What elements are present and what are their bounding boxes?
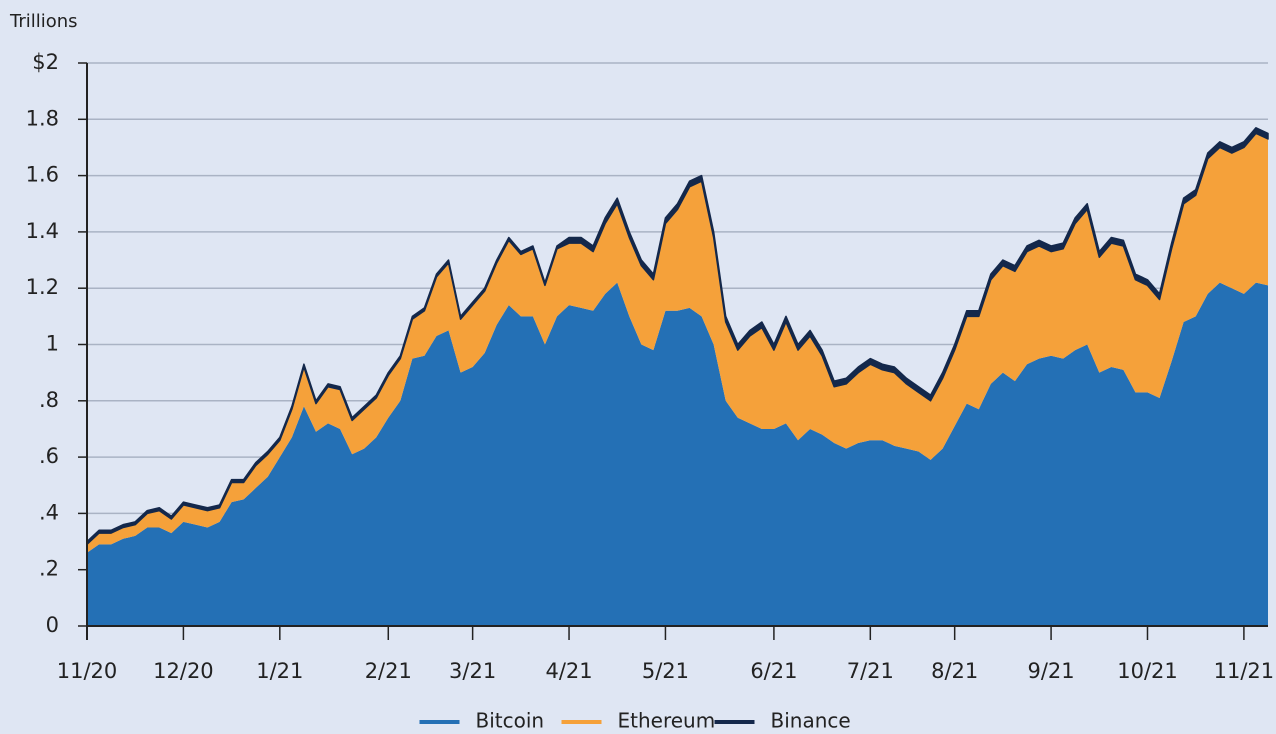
y-tick-label: $2 xyxy=(32,50,59,74)
x-tick-label: 6/21 xyxy=(750,659,797,683)
x-tick-label: 4/21 xyxy=(545,659,592,683)
x-tick-label: 1/21 xyxy=(256,659,303,683)
y-tick-label: 1.8 xyxy=(26,106,59,130)
x-tick-label: 11/21 xyxy=(1214,659,1275,683)
y-tick-label: 0 xyxy=(46,613,59,637)
y-tick-label: .6 xyxy=(39,444,59,468)
x-tick-label: 7/21 xyxy=(847,659,894,683)
x-tick-label: 8/21 xyxy=(931,659,978,683)
legend-label: Binance xyxy=(771,709,851,733)
legend-label: Ethereum xyxy=(618,709,716,733)
y-tick-label: 1.4 xyxy=(26,219,59,243)
x-tick-label: 2/21 xyxy=(365,659,412,683)
x-tick-label: 12/20 xyxy=(153,659,214,683)
x-tick-label: 5/21 xyxy=(642,659,689,683)
area xyxy=(87,133,1268,553)
y-axis-label: Trillions xyxy=(9,11,78,32)
y-tick-label: .4 xyxy=(39,500,59,524)
legend-label: Bitcoin xyxy=(476,709,545,733)
y-tick-label: 1.2 xyxy=(26,275,59,299)
y-tick-label: .8 xyxy=(39,388,59,412)
x-tick-label: 11/20 xyxy=(57,659,118,683)
area xyxy=(87,282,1268,626)
area xyxy=(86,127,1269,546)
x-tick-label: 10/21 xyxy=(1117,659,1178,683)
y-tick-label: 1.6 xyxy=(26,163,59,187)
x-tick-label: 3/21 xyxy=(449,659,496,683)
y-tick-label: 1 xyxy=(46,332,59,356)
x-tick-label: 9/21 xyxy=(1027,659,1074,683)
y-tick-label: .2 xyxy=(39,557,59,581)
